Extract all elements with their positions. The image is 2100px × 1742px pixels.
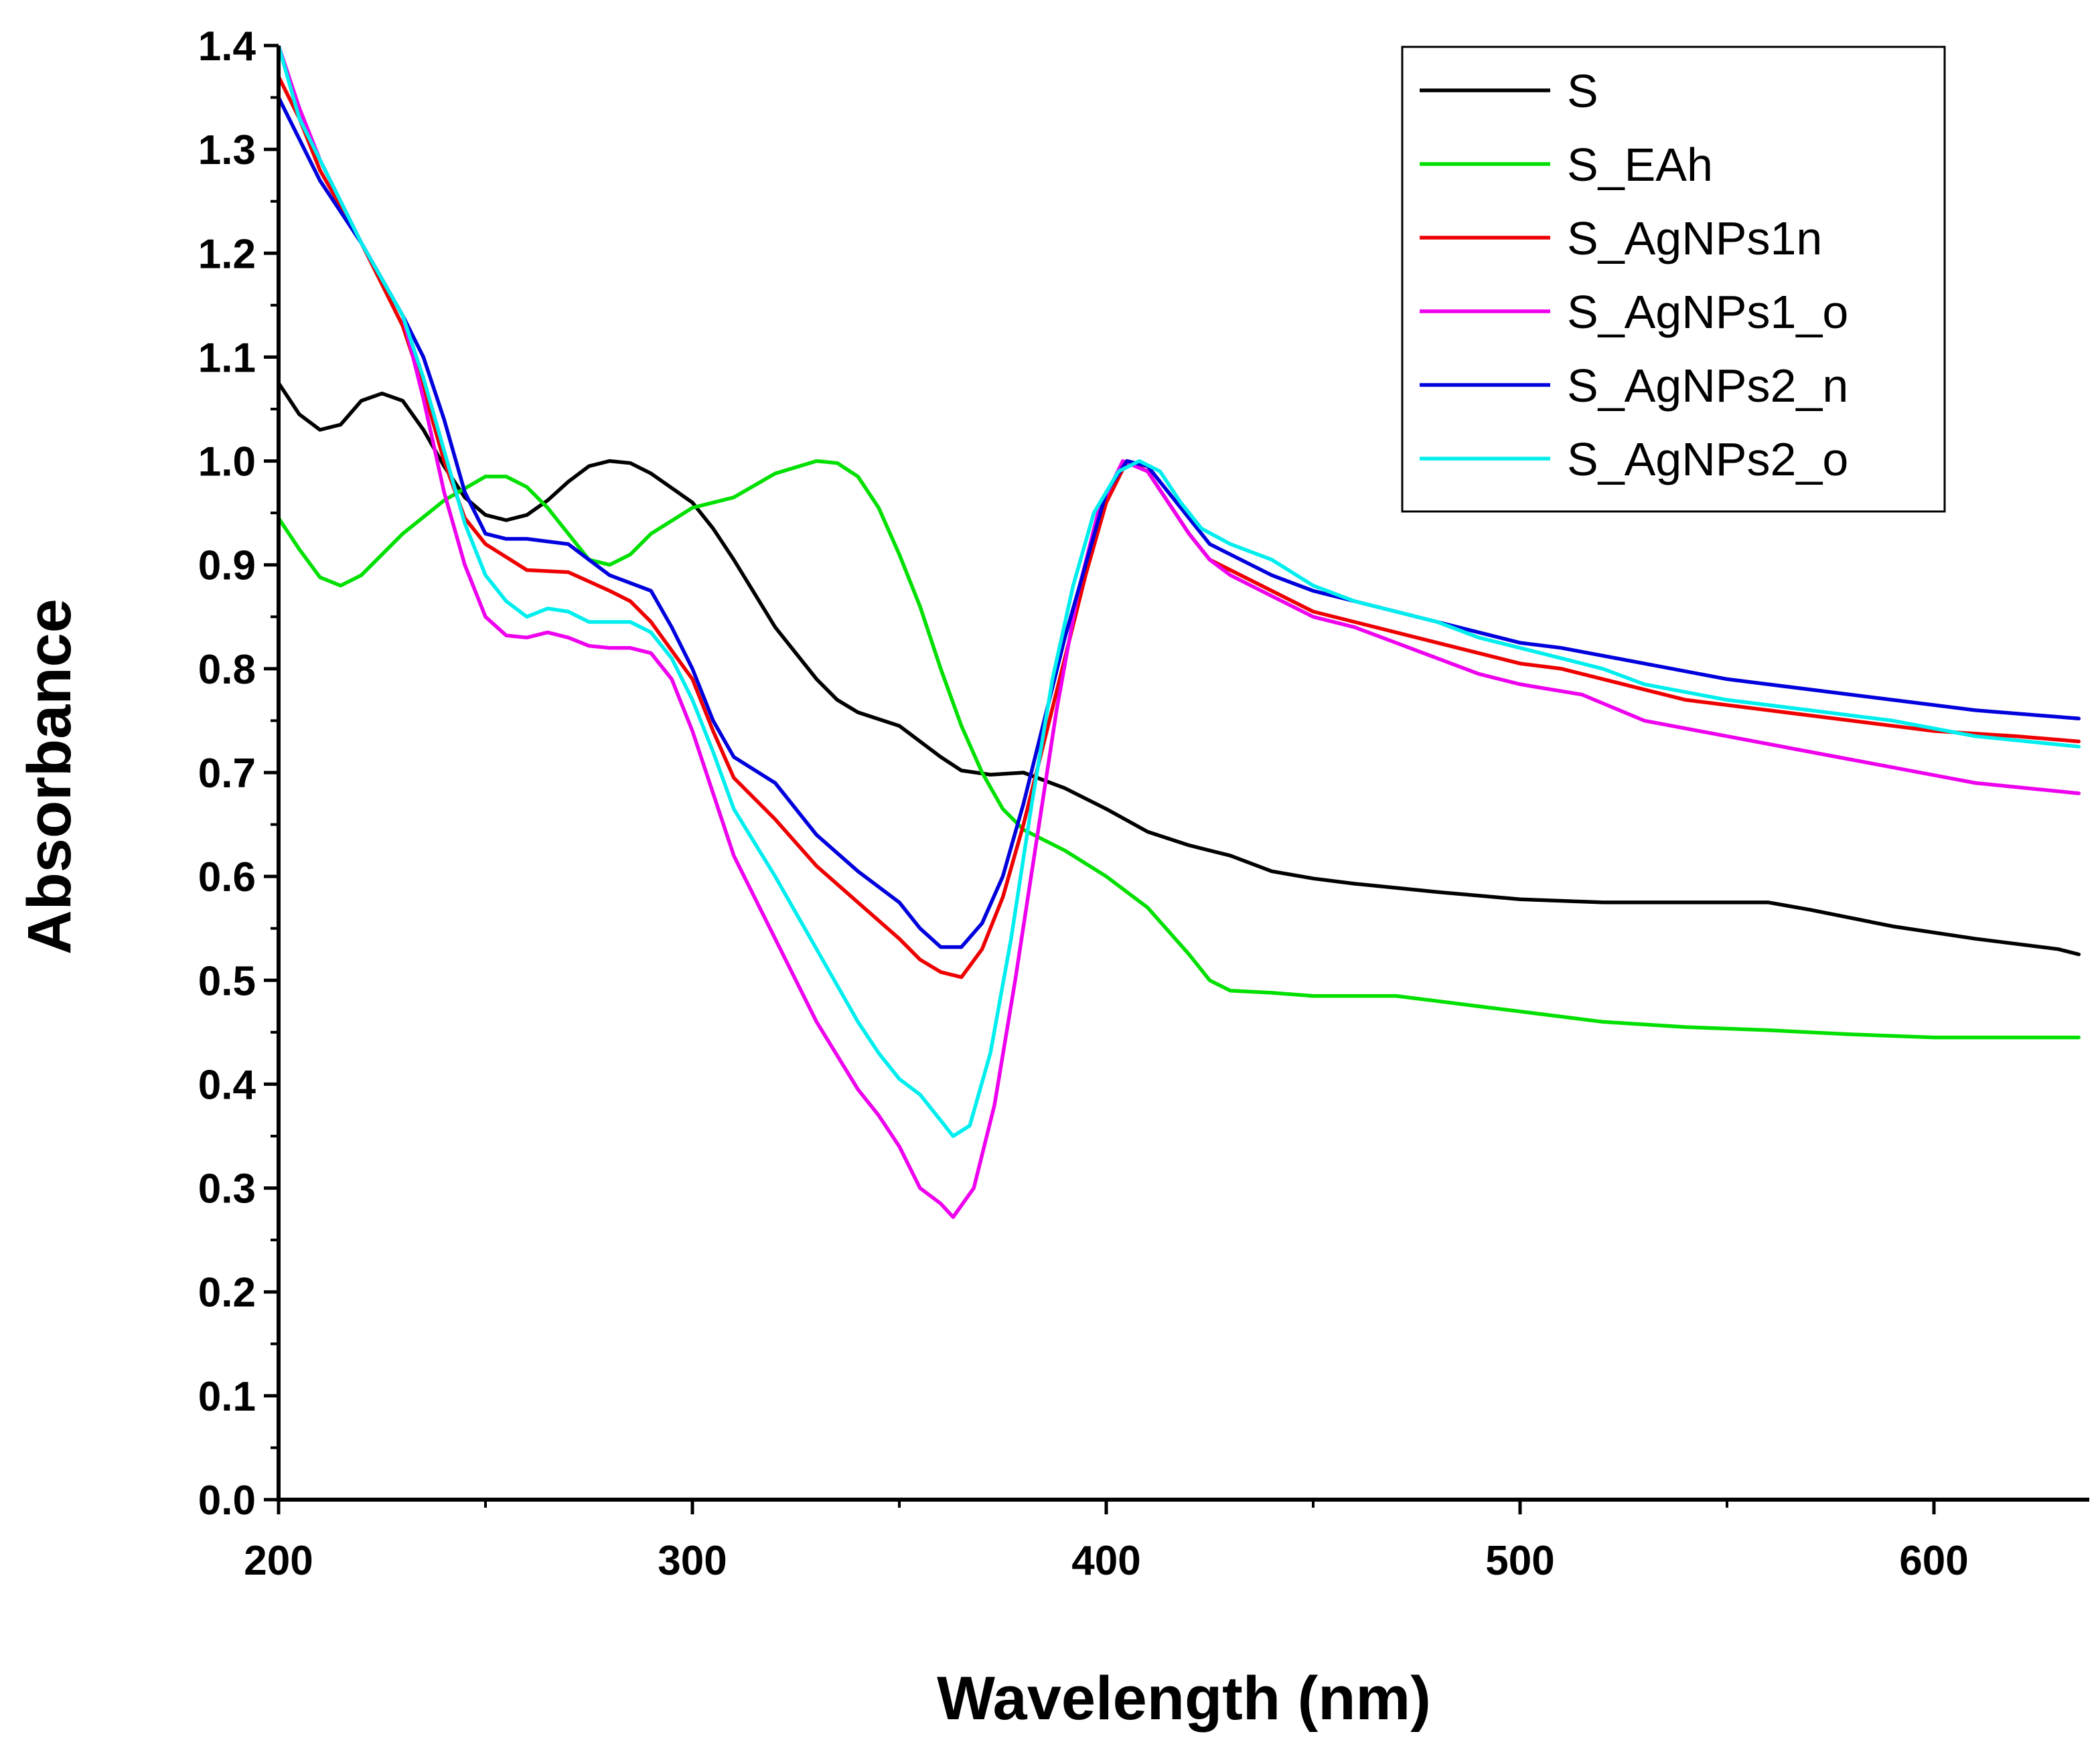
x-tick-label: 400 (1071, 1538, 1140, 1584)
y-tick-label: 0.6 (198, 854, 256, 900)
series-line-1 (279, 459, 2081, 1040)
legend-label-1: S_EAh (1567, 139, 1713, 191)
legend-label-0: S (1567, 65, 1598, 117)
series-line-3 (279, 46, 2081, 1219)
y-tick-label: 1.4 (198, 23, 256, 70)
legend-label-2: S_AgNPs1n (1567, 212, 1822, 264)
legend: S S_EAh S_AgNPs1n S_AgNPs1_o S_AgNPs2_n S_AgN… (1401, 46, 1946, 513)
legend-label-4: S_AgNPs2_n (1567, 360, 1848, 412)
x-axis-title: Wavelength (nm) (937, 1664, 1431, 1733)
x-tick-label: 200 (244, 1538, 313, 1584)
legend-box (1401, 46, 1946, 513)
y-tick-label: 0.5 (198, 958, 256, 1004)
series-line-5 (279, 46, 2081, 1138)
y-tick-label: 0.8 (198, 647, 256, 693)
y-tick-label: 0.2 (198, 1270, 256, 1316)
series-line-0 (279, 381, 2081, 957)
y-axis-title: Absorbance (15, 599, 84, 955)
y-tick-label: 0.1 (198, 1374, 256, 1420)
y-tick-label: 1.2 (198, 231, 256, 277)
legend-label-5: S_AgNPs2_o (1567, 433, 1848, 485)
y-tick-label: 0.3 (198, 1166, 256, 1212)
y-tick-label: 0.7 (198, 750, 256, 797)
x-tick-label: 300 (658, 1538, 727, 1584)
x-tick-label: 500 (1485, 1538, 1554, 1584)
y-tick-label: 0.4 (198, 1062, 256, 1108)
series-line-2 (279, 74, 2081, 979)
x-ticks: 200 300 400 500 600 (244, 1500, 1969, 1584)
y-tick-label: 1.0 (198, 439, 256, 485)
series-layer (279, 46, 2081, 1219)
y-tick-label: 0.0 (198, 1478, 256, 1524)
y-tick-label: 1.1 (198, 335, 256, 381)
y-tick-label: 1.3 (198, 127, 256, 173)
legend-entries: S S_EAh S_AgNPs1n S_AgNPs1_o S_AgNPs2_n S_AgN… (1420, 65, 1848, 485)
legend-label-3: S_AgNPs1_o (1567, 286, 1848, 338)
y-tick-label: 0.9 (198, 543, 256, 589)
y-ticks: 0.0 0.1 0.2 0.3 0.4 0.5 0.6 0.7 0.8 0.9 1.0 1.1 1.2 1… (198, 23, 279, 1524)
x-tick-label: 600 (1899, 1538, 1968, 1584)
